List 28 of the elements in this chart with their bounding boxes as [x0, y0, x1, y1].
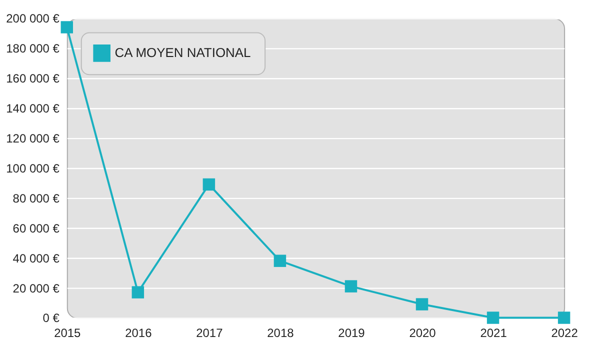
y-tick-label: 100 000 €: [6, 162, 60, 176]
point: [60, 21, 73, 34]
x-tick-label: 2021: [480, 326, 508, 340]
x-tick-label: 2015: [54, 326, 82, 340]
y-tick-label: 120 000 €: [6, 132, 60, 146]
x-tick-label: 2016: [125, 326, 152, 340]
point: [202, 178, 216, 191]
point: [274, 254, 286, 267]
y-tick-label: 140 000 €: [6, 102, 60, 116]
y-tick-label: 20 000 €: [12, 281, 60, 296]
point: [416, 298, 428, 310]
legend-label: CA MOYEN NATIONAL: [114, 45, 251, 60]
y-tick-label: 40 000 €: [12, 251, 60, 266]
y-tick-label: 200 000 €: [6, 12, 60, 26]
point: [132, 286, 144, 298]
x-tick-label: 2020: [409, 326, 436, 340]
y-tick-label: 160 000 €: [6, 72, 60, 86]
x-tick-label: 2022: [551, 326, 578, 340]
y-tick-label: 0 €: [42, 311, 60, 326]
x-tick-label: 2018: [267, 326, 294, 340]
point: [558, 312, 570, 324]
y-tick-label: 60 000 €: [12, 221, 60, 236]
x-tick-label: 2017: [196, 326, 224, 340]
point: [486, 312, 500, 324]
x-tick-label: 2019: [338, 326, 366, 340]
point: [344, 280, 358, 292]
y-tick-label: 180 000 €: [6, 42, 60, 56]
y-tick-label: 80 000 €: [12, 191, 60, 206]
